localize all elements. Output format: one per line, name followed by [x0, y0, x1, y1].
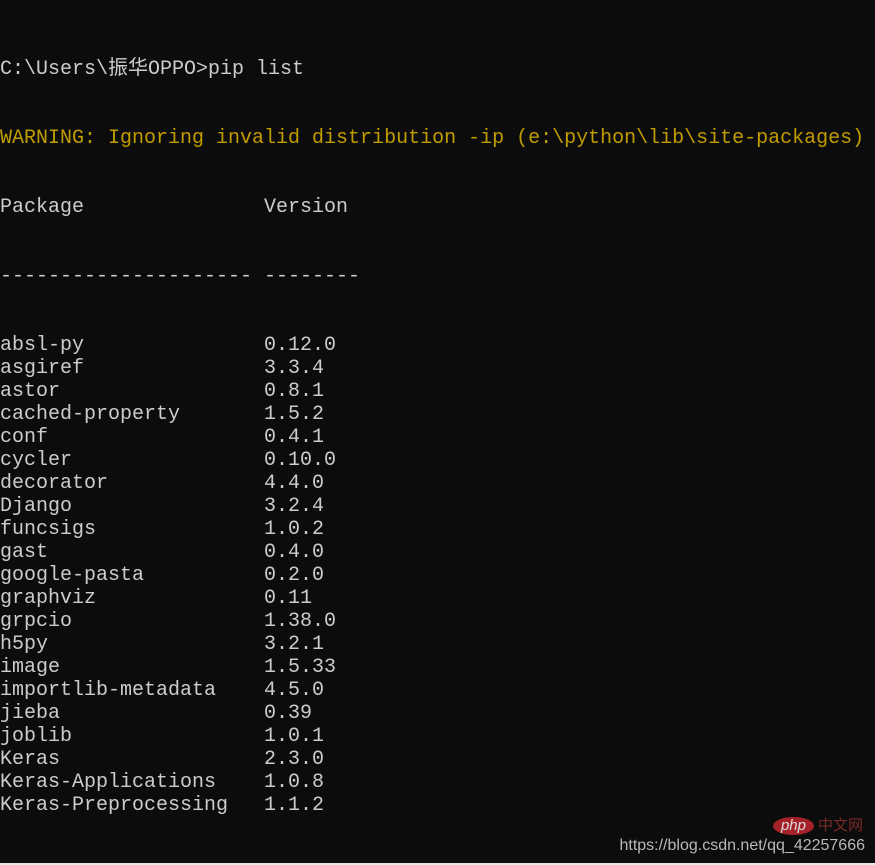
package-name: importlib-metadata — [0, 679, 217, 702]
terminal-output: C:\Users\振华OPPO>pip list WARNING: Ignori… — [0, 12, 875, 863]
table-row: google-pasta 0.2.0 — [0, 564, 875, 587]
command-line: C:\Users\振华OPPO>pip list — [0, 58, 305, 81]
package-name: Keras-Applications — [0, 771, 217, 794]
table-row: Keras-Preprocessing 1.1.2 — [0, 794, 875, 817]
table-row: cycler 0.10.0 — [0, 449, 875, 472]
package-name: decorator — [0, 472, 109, 495]
package-version: 0.4.0 — [264, 541, 325, 564]
package-version: 1.5.33 — [264, 656, 337, 679]
package-version: 0.10.0 — [264, 449, 337, 472]
package-name: google-pasta — [0, 564, 145, 587]
package-version: 0.8.1 — [264, 380, 325, 403]
package-version: 1.0.8 — [264, 771, 325, 794]
package-version: 0.39 — [264, 702, 313, 725]
table-row: image 1.5.33 — [0, 656, 875, 679]
table-row: Keras-Applications 1.0.8 — [0, 771, 875, 794]
php-logo: php — [772, 817, 814, 835]
package-version: 4.5.0 — [264, 679, 325, 702]
warning-line: WARNING: Ignoring invalid distribution -… — [0, 127, 865, 150]
package-name: absl-py — [0, 334, 85, 357]
package-version: 1.1.2 — [264, 794, 325, 817]
table-row: graphviz 0.11 — [0, 587, 875, 610]
package-version: 1.5.2 — [264, 403, 325, 426]
package-name: image — [0, 656, 61, 679]
package-name: Keras — [0, 748, 61, 771]
logo-cn-text: 中文网 — [817, 817, 863, 834]
table-row: asgiref 3.3.4 — [0, 357, 875, 380]
package-version: 1.0.1 — [264, 725, 325, 748]
package-version: 4.4.0 — [264, 472, 325, 495]
table-row: joblib 1.0.1 — [0, 725, 875, 748]
package-name: conf — [0, 426, 49, 449]
package-version: 2.3.0 — [264, 748, 325, 771]
package-name: graphviz — [0, 587, 97, 610]
package-version: 3.2.1 — [264, 633, 325, 656]
table-row: conf 0.4.1 — [0, 426, 875, 449]
package-name: cycler — [0, 449, 73, 472]
package-name: jieba — [0, 702, 61, 725]
table-header: Package Version — [0, 196, 875, 219]
package-version: 0.2.0 — [264, 564, 325, 587]
package-name: funcsigs — [0, 518, 97, 541]
package-version: 3.3.4 — [264, 357, 325, 380]
package-version: 1.38.0 — [264, 610, 337, 633]
table-row: gast 0.4.0 — [0, 541, 875, 564]
table-row: funcsigs 1.0.2 — [0, 518, 875, 541]
package-name: grpcio — [0, 610, 73, 633]
package-name: astor — [0, 380, 61, 403]
table-row: Keras 2.3.0 — [0, 748, 875, 771]
table-row: astor 0.8.1 — [0, 380, 875, 403]
package-name: joblib — [0, 725, 73, 748]
package-name: Keras-Preprocessing — [0, 794, 229, 817]
header-package: Package — [0, 196, 85, 219]
package-version: 0.12.0 — [264, 334, 337, 357]
package-name: h5py — [0, 633, 49, 656]
header-version: Version — [264, 196, 349, 219]
table-separator: --------------------- -------- — [0, 265, 875, 288]
separator-version: -------- — [264, 265, 361, 288]
table-row: grpcio 1.38.0 — [0, 610, 875, 633]
package-version: 0.11 — [264, 587, 313, 610]
table-row: decorator 4.4.0 — [0, 472, 875, 495]
watermark-logo: php 中文网 — [772, 817, 863, 835]
table-row: Django 3.2.4 — [0, 495, 875, 518]
table-row: jieba 0.39 — [0, 702, 875, 725]
watermark-url: https://blog.csdn.net/qq_42257666 — [619, 837, 865, 854]
table-row: importlib-metadata 4.5.0 — [0, 679, 875, 702]
table-row: cached-property 1.5.2 — [0, 403, 875, 426]
package-version: 0.4.1 — [264, 426, 325, 449]
table-row: absl-py 0.12.0 — [0, 334, 875, 357]
table-row: h5py 3.2.1 — [0, 633, 875, 656]
separator-package: --------------------- — [0, 265, 253, 288]
package-name: Django — [0, 495, 73, 518]
package-list: absl-py 0.12.0 asgiref 3.3.4 astor 0.8.1 cache… — [0, 334, 875, 817]
package-name: cached-property — [0, 403, 181, 426]
package-version: 1.0.2 — [264, 518, 325, 541]
package-name: asgiref — [0, 357, 85, 380]
package-version: 3.2.4 — [264, 495, 325, 518]
package-name: gast — [0, 541, 49, 564]
